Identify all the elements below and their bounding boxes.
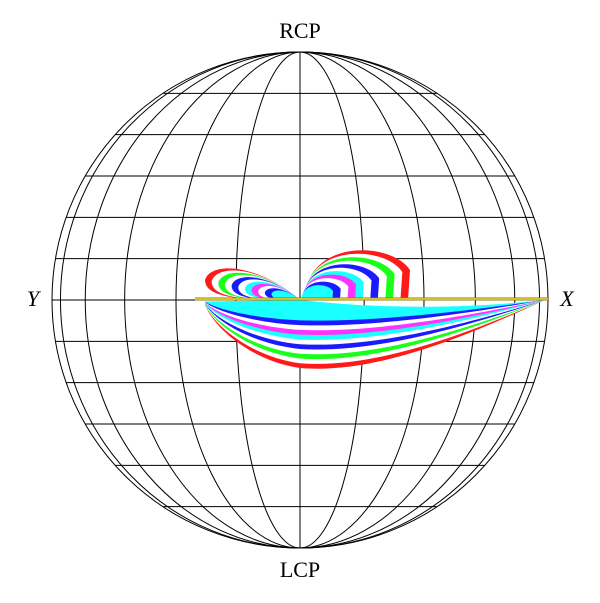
rcp-label: RCP (279, 18, 321, 43)
polarization-lobes (205, 250, 545, 369)
y-label: Y (27, 286, 42, 311)
x-label: X (559, 286, 575, 311)
lcp-label: LCP (280, 557, 320, 582)
lobe-band (301, 285, 333, 300)
lobe-band (205, 300, 545, 321)
